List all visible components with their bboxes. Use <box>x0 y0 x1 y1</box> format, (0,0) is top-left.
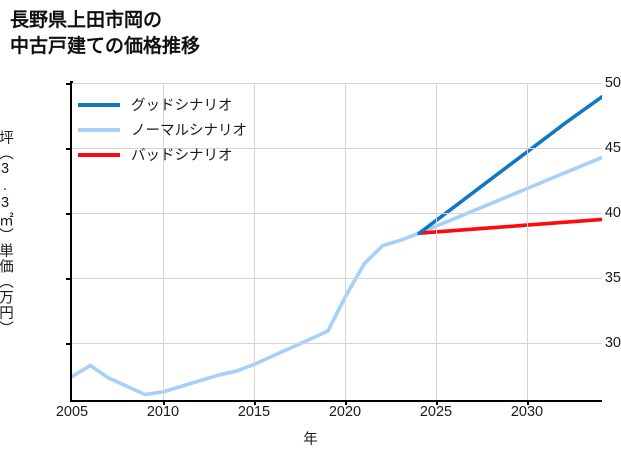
x-tick-mark <box>254 400 256 405</box>
legend-item-good: グッドシナリオ <box>78 92 293 117</box>
legend-label-good: グッドシナリオ <box>131 98 233 114</box>
y-axis-spine <box>70 81 73 402</box>
legend-item-normal: ノーマルシナリオ <box>78 117 293 142</box>
x-axis-label: 年 <box>303 432 318 448</box>
y-axis-label: 坪（3.3㎡）単価（万円） <box>0 130 13 336</box>
x-tick-mark <box>163 400 165 405</box>
line-good-scenario <box>417 94 602 236</box>
gridline-vertical <box>436 83 437 400</box>
x-tick-label-2025: 2025 <box>419 404 453 420</box>
legend-swatch-bad-icon <box>78 152 120 157</box>
series-plot <box>72 94 602 397</box>
y-tick-mark <box>66 83 71 85</box>
y-tick-label-50: 50 <box>604 75 621 91</box>
x-tick-label-2015: 2015 <box>237 404 271 420</box>
x-tick-label-2010: 2010 <box>146 404 180 420</box>
line-bad-scenario <box>417 217 602 236</box>
x-tick-label-2030: 2030 <box>510 404 544 420</box>
legend-swatch-normal-icon <box>78 127 120 132</box>
y-tick-mark <box>66 148 71 150</box>
y-tick-label-35: 35 <box>604 270 621 286</box>
gridline-vertical <box>527 83 528 400</box>
legend-item-bad: バッドシナリオ <box>78 142 293 167</box>
legend-label-bad: バッドシナリオ <box>131 148 233 164</box>
gridline-vertical <box>254 83 255 400</box>
x-axis-spine <box>70 399 602 402</box>
gridline-horizontal <box>72 83 602 84</box>
legend: グッドシナリオ ノーマルシナリオ バッドシナリオ <box>78 90 293 169</box>
gridline-horizontal <box>72 278 602 279</box>
x-tick-mark <box>527 400 529 405</box>
y-tick-mark <box>66 213 71 215</box>
x-tick-label-2005: 2005 <box>55 404 89 420</box>
y-tick-mark <box>66 278 71 280</box>
y-tick-mark <box>66 343 71 345</box>
gridline-vertical <box>345 83 346 400</box>
page-title: 長野県上田市岡の 中古戸建ての価格推移 <box>10 10 201 57</box>
gridline-vertical <box>163 83 164 400</box>
y-tick-label-30: 30 <box>604 335 621 351</box>
gridline-horizontal <box>72 343 602 344</box>
x-tick-mark <box>436 400 438 405</box>
legend-label-normal: ノーマルシナリオ <box>131 123 247 139</box>
x-tick-mark <box>345 400 347 405</box>
x-tick-label-2020: 2020 <box>328 404 362 420</box>
plot-area <box>72 83 602 400</box>
y-tick-label-45: 45 <box>604 140 621 156</box>
y-tick-label-40: 40 <box>604 205 621 221</box>
gridline-horizontal <box>72 148 602 149</box>
line-normal-scenario <box>72 155 602 397</box>
legend-swatch-good-icon <box>78 102 120 107</box>
gridline-horizontal <box>72 213 602 214</box>
